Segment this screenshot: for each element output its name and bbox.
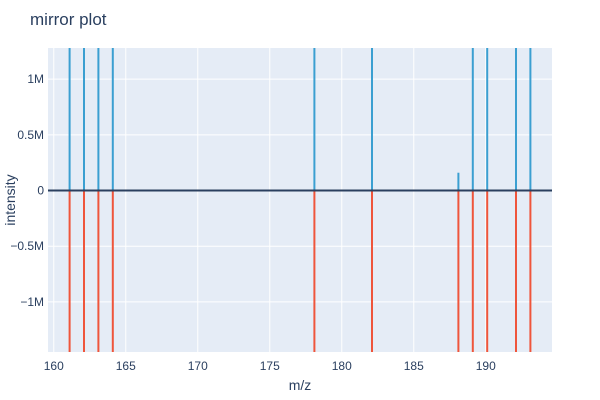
x-tick-label: 165 [116,359,136,373]
spectrum-lines [68,48,532,352]
y-tick-labels: −1M −0.5M 0 0.5M 1M [10,72,44,309]
y-axis-label: intensity [2,174,18,225]
y-tick-label: −1M [20,295,44,309]
chart-title: mirror plot [30,10,107,29]
x-axis-label: m/z [289,377,312,393]
x-tick-label: 170 [188,359,208,373]
y-tick-label: 0 [37,184,44,198]
x-tick-label: 190 [476,359,496,373]
y-tick-label: −0.5M [10,239,44,253]
x-tick-label: 175 [260,359,280,373]
y-tick-label: 1M [27,72,44,86]
gridlines [48,48,552,352]
x-tick-label: 180 [332,359,352,373]
plot-area [48,48,552,352]
y-tick-label: 0.5M [17,128,44,142]
x-tick-label: 160 [44,359,64,373]
x-tick-labels: 160 165 170 175 180 185 190 [44,359,496,373]
x-tick-label: 185 [404,359,424,373]
